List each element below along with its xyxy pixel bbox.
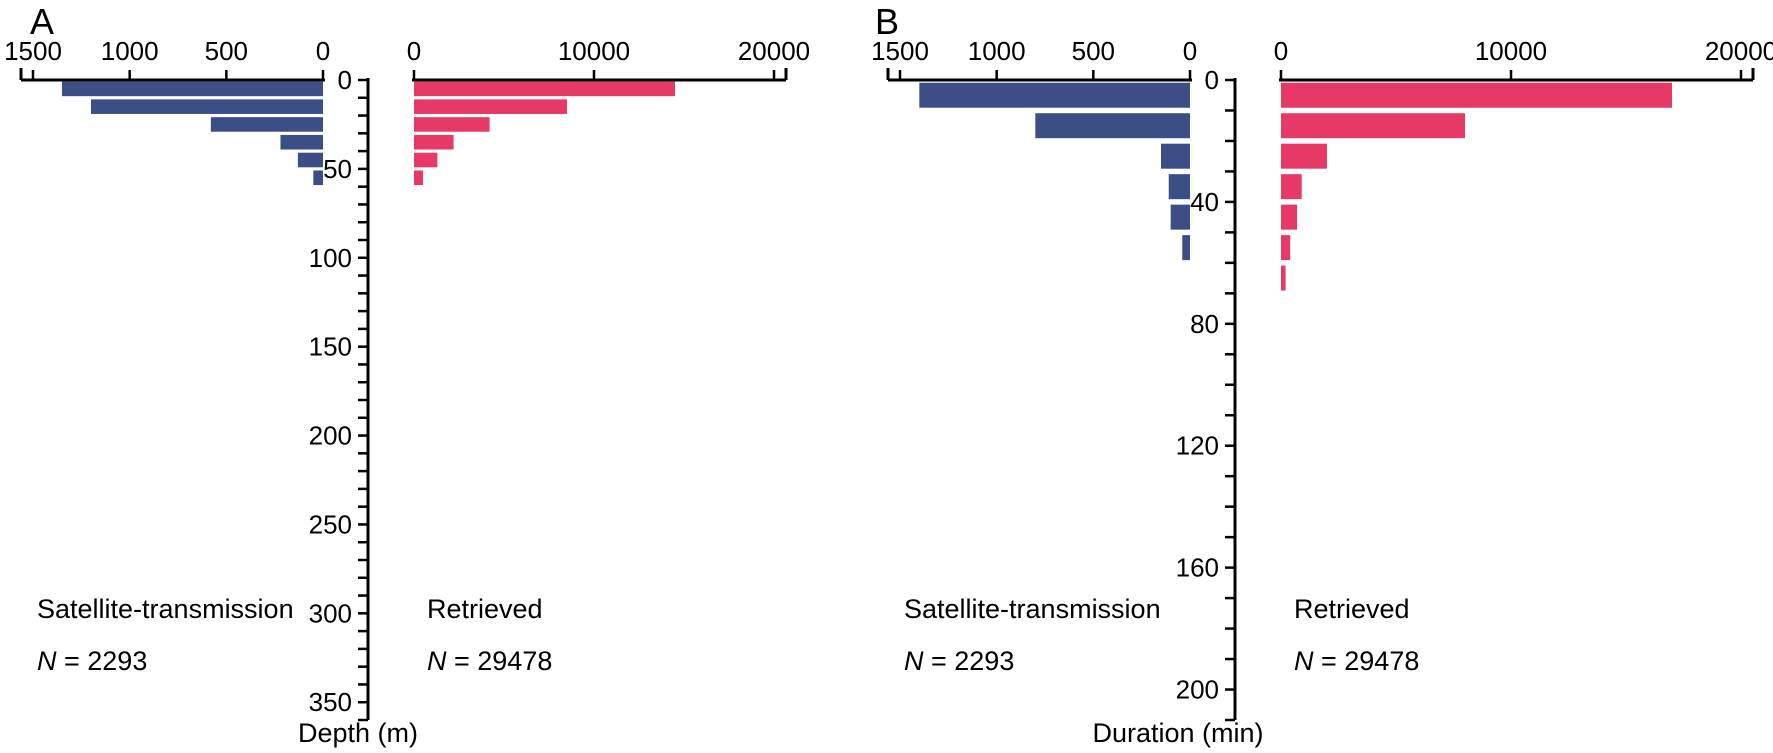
right-x-tick-label: 20000	[1705, 36, 1773, 66]
left-x-tick-label: 1000	[101, 36, 159, 66]
right-bar	[1281, 83, 1672, 108]
left-x-tick-label: 0	[316, 36, 330, 66]
right-bar	[414, 82, 675, 97]
left-bar	[298, 153, 323, 168]
left-bar	[91, 99, 323, 114]
y-tick-label: 160	[1176, 553, 1219, 583]
left-x-tick-label: 1500	[871, 36, 929, 66]
right-x-tick-label: 10000	[558, 36, 630, 66]
left-bar	[1182, 235, 1190, 260]
right-x-tick-label: 0	[407, 36, 421, 66]
y-tick-label: 150	[309, 332, 352, 362]
annotation: N = 29478	[427, 646, 552, 676]
y-tick-label: 200	[1176, 675, 1219, 705]
left-bar	[211, 117, 323, 132]
right-bar	[1281, 113, 1465, 138]
left-bar	[1161, 144, 1190, 169]
y-axis-label: Depth (m)	[298, 718, 418, 748]
y-tick-label: 0	[1205, 65, 1219, 95]
left-x-tick-label: 500	[1072, 36, 1115, 66]
right-bar	[1281, 205, 1297, 230]
panel-B: B04080120160200Duration (min)15001000500…	[871, 1, 1773, 748]
right-x-tick-label: 0	[1274, 36, 1288, 66]
right-x-tick-label: 20000	[738, 36, 810, 66]
y-tick-label: 0	[338, 65, 352, 95]
left-bar	[1171, 205, 1190, 230]
annotation: Retrieved	[427, 594, 543, 624]
annotation: Retrieved	[1294, 594, 1410, 624]
y-tick-label: 40	[1190, 187, 1219, 217]
y-tick-label: 100	[309, 243, 352, 273]
right-bar	[414, 170, 423, 185]
y-tick-label: 350	[309, 687, 352, 717]
annotation: Satellite-transmission	[37, 594, 294, 624]
right-bar	[414, 153, 437, 168]
left-x-tick-label: 0	[1183, 36, 1197, 66]
y-axis-label: Duration (min)	[1092, 718, 1263, 748]
right-x-tick-label: 10000	[1475, 36, 1547, 66]
left-bar	[1169, 174, 1190, 199]
right-bar	[414, 135, 454, 150]
left-x-tick-label: 1500	[4, 36, 62, 66]
left-x-tick-label: 1000	[968, 36, 1026, 66]
left-bar	[280, 135, 323, 150]
y-tick-label: 50	[323, 154, 352, 184]
y-tick-label: 200	[309, 421, 352, 451]
figure-svg: A050100150200250300350Depth (m)150010005…	[0, 0, 1773, 753]
right-bar	[1281, 235, 1290, 260]
left-bar	[62, 82, 323, 97]
right-bar	[1281, 174, 1302, 199]
y-tick-label: 300	[309, 598, 352, 628]
annotation: Satellite-transmission	[904, 594, 1161, 624]
left-x-tick-label: 500	[205, 36, 248, 66]
left-bar	[919, 83, 1190, 108]
y-tick-label: 120	[1176, 431, 1219, 461]
left-bar	[313, 170, 323, 185]
annotation: N = 2293	[37, 646, 147, 676]
right-bar	[1281, 144, 1327, 169]
annotation: N = 29478	[1294, 646, 1419, 676]
right-bar	[1281, 266, 1286, 291]
panel-A: A050100150200250300350Depth (m)150010005…	[4, 1, 810, 748]
right-bar	[414, 99, 567, 114]
y-tick-label: 250	[309, 509, 352, 539]
right-bar	[414, 117, 490, 132]
y-tick-label: 80	[1190, 309, 1219, 339]
annotation: N = 2293	[904, 646, 1014, 676]
left-bar	[1035, 113, 1190, 138]
